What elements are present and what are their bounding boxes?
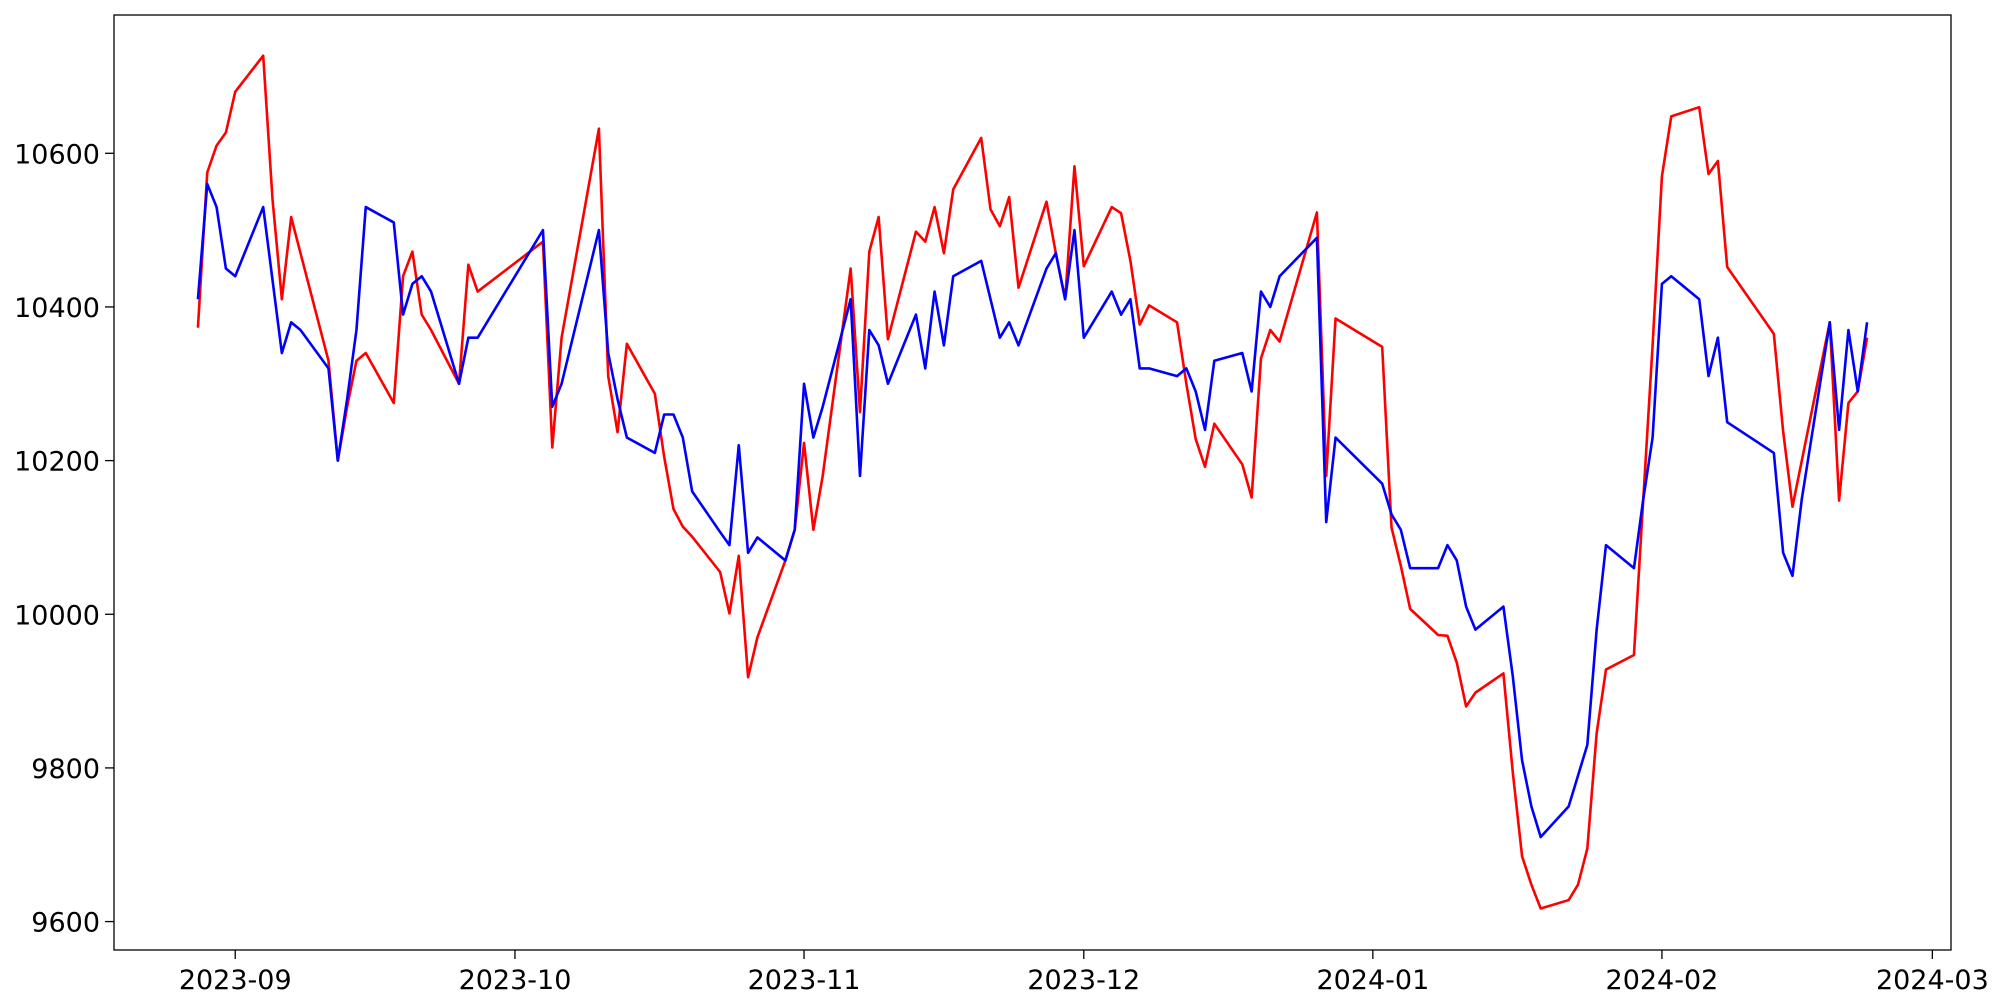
x-tick-label: 2024-03 <box>1876 965 1989 996</box>
series-line <box>196 54 1869 910</box>
y-tick-label: 10200 <box>14 447 100 478</box>
x-tick-label: 2024-02 <box>1606 965 1719 996</box>
x-tick-label: 2024-01 <box>1316 965 1429 996</box>
y-tick-label: 10000 <box>14 600 100 631</box>
x-tick-label: 2023-09 <box>179 965 292 996</box>
x-tick-label: 2023-12 <box>1027 965 1140 996</box>
y-tick-label: 10400 <box>14 293 100 324</box>
plot-area <box>114 15 1951 950</box>
y-tick-label: 9600 <box>31 908 100 939</box>
x-tick-label: 2023-10 <box>459 965 572 996</box>
y-tick-label: 9800 <box>31 754 100 785</box>
series-line <box>196 182 1869 839</box>
y-tick-label: 10600 <box>14 139 100 170</box>
x-tick-label: 2023-11 <box>748 965 861 996</box>
plot-frame <box>113 14 1952 951</box>
plot-marks <box>196 54 1869 910</box>
